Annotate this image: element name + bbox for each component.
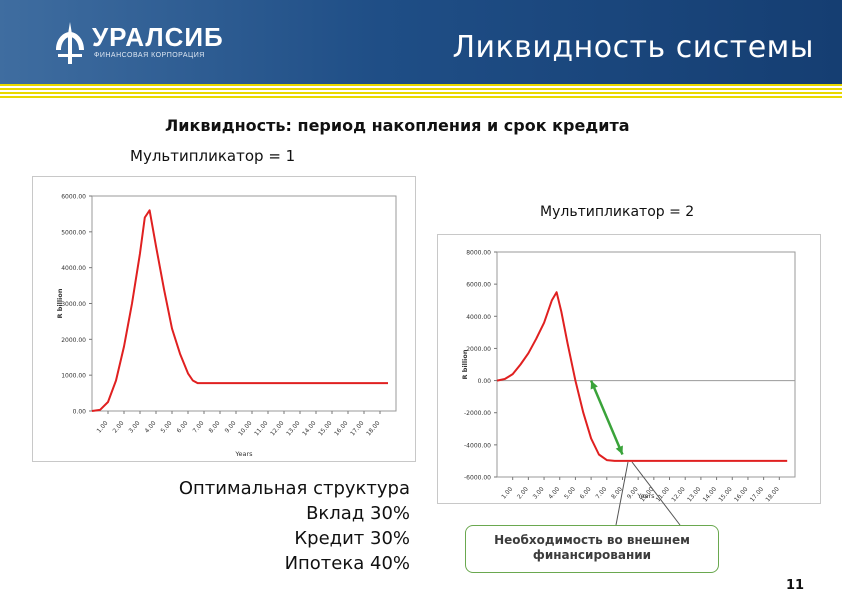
optimal-structure-title: Оптимальная структура bbox=[178, 478, 410, 499]
y-tick-label: 2000.00 bbox=[466, 346, 491, 353]
structure-item-credit: Кредит 30% bbox=[294, 528, 410, 549]
y-tick-label: 3000.00 bbox=[61, 301, 86, 308]
liquidity-chart-multiplier-1: 0.00 1000.00 2000.00 3000.00 4000.00 5000.00 6… bbox=[32, 176, 416, 462]
y-tick-label: 5000.00 bbox=[61, 229, 86, 236]
series-line bbox=[496, 291, 788, 462]
y-tick-label: 4000.00 bbox=[61, 265, 86, 272]
y-tick-label: 8000.00 bbox=[466, 250, 491, 257]
multiplier-1-label: Мультипликатор = 1 bbox=[130, 147, 296, 165]
y-tick-label: 2000.00 bbox=[61, 337, 86, 344]
logo-emblem-icon bbox=[56, 22, 84, 64]
y-tick-label: 0.00 bbox=[478, 378, 492, 385]
series-line bbox=[91, 209, 388, 412]
callout-line-2: финансировании bbox=[532, 548, 652, 562]
y-tick-label: -4000.00 bbox=[464, 442, 491, 449]
y-tick-label: 0.00 bbox=[73, 409, 87, 416]
slide-title: Ликвидность системы bbox=[452, 30, 814, 65]
page-number: 11 bbox=[786, 578, 805, 593]
multiplier-2-label: Мультипликатор = 2 bbox=[540, 204, 695, 220]
funding-gap-arrow bbox=[589, 380, 624, 455]
y-axis-label: R billion bbox=[56, 288, 64, 318]
y-tick-label: 6000.00 bbox=[466, 282, 491, 289]
y-tick-label: 1000.00 bbox=[61, 373, 86, 380]
logo: УРАЛСИБ ФИНАНСОВАЯ КОРПОРАЦИЯ bbox=[52, 20, 224, 66]
external-funding-callout: Необходимость во внешнем финансировании bbox=[465, 525, 719, 573]
arrowhead-end-icon bbox=[615, 445, 623, 455]
liquidity-chart-multiplier-2: -6000.00 -4000.00 -2000.00 0.00 2000.00 4000.… bbox=[437, 234, 821, 504]
header-band bbox=[0, 0, 842, 84]
logo-text: УРАЛСИБ bbox=[92, 22, 224, 52]
structure-item-deposit: Вклад 30% bbox=[306, 503, 410, 524]
y-tick-label: -6000.00 bbox=[464, 475, 491, 482]
chart-section-subtitle: Ликвидность: период накопления и срок кр… bbox=[165, 116, 630, 135]
callout-line-right bbox=[631, 461, 681, 526]
y-axis-label: R billion bbox=[461, 349, 469, 379]
structure-item-mortgage: Ипотека 40% bbox=[284, 553, 410, 574]
x-axis-label: Years bbox=[636, 492, 655, 500]
optimal-structure: Оптимальная структура Вклад 30% Кредит 3… bbox=[179, 476, 410, 576]
callout-line-1: Необходимость во внешнем bbox=[494, 533, 690, 547]
x-axis-label: Years bbox=[234, 450, 253, 458]
y-tick-label: 6000.00 bbox=[61, 194, 86, 201]
arrowhead-start-icon bbox=[590, 380, 598, 390]
header-stripes bbox=[0, 84, 842, 100]
y-tick-label: 4000.00 bbox=[466, 314, 491, 321]
callout-line-left bbox=[615, 461, 629, 526]
plot-area bbox=[496, 251, 796, 478]
logo-subtitle: ФИНАНСОВАЯ КОРПОРАЦИЯ bbox=[94, 52, 205, 59]
y-tick-label: -2000.00 bbox=[464, 410, 491, 417]
